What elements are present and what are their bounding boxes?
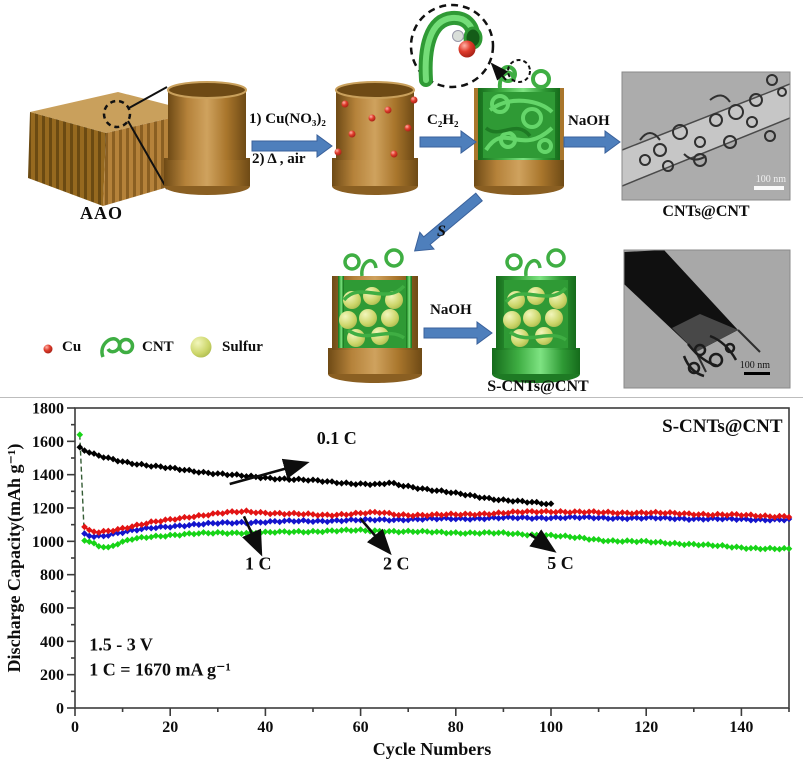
annotation-label-3: 5 C (547, 553, 574, 573)
arrow-naoh-top (563, 130, 621, 154)
aao-label: AAO (80, 203, 123, 223)
annotation-arrow-0 (229, 458, 310, 486)
series-markers-2 C (81, 513, 793, 541)
y-tick-label: 1600 (32, 434, 64, 451)
tem1-scalebar-text: 100 nm (756, 174, 787, 185)
legend-cu-label: Cu (62, 339, 82, 355)
x-axis-label: Cycle Numbers (373, 739, 491, 759)
x-tick-label: 40 (257, 719, 273, 736)
tem-image-s-cnts-cnt: 100 nm (624, 250, 790, 388)
magnify-line-bottom (127, 120, 168, 190)
annotation-arrow-1 (242, 515, 263, 557)
annotation-arrow-2 (359, 517, 392, 556)
annotation-arrow-3 (528, 529, 557, 553)
cu-decorated-cylinder (331, 81, 419, 196)
scheme-graphics: 100 nm (28, 3, 791, 389)
tem1-caption: CNTs@CNT (662, 203, 750, 220)
y-axis-label: Discharge Capacity(mAh g⁻¹) (4, 444, 25, 673)
x-tick-label: 20 (162, 719, 178, 736)
gray-particle (452, 30, 464, 42)
sulfur-sphere-icon (190, 336, 212, 358)
y-tick-label: 1800 (32, 401, 64, 418)
legend-symbols (43, 336, 212, 358)
c2h2-label: C₂H₂ (427, 112, 459, 128)
tem2-scalebar (744, 372, 770, 375)
legend-cnt-label: CNT (142, 339, 174, 355)
cu-catalyst-ball (458, 40, 476, 58)
cu-particles (334, 96, 418, 158)
y-tick-label: 1000 (32, 534, 64, 551)
naoh-top-label: NaOH (568, 113, 610, 129)
magnify-circle-on-cnt (507, 59, 531, 83)
sample-name-label: S-CNTs@CNT (662, 416, 783, 437)
y-tick-label: 0 (56, 701, 64, 718)
y-tick-label: 1200 (32, 501, 64, 518)
arrow-cu-impregnation (251, 134, 333, 158)
s-cnts-cnt-green-cylinder (492, 248, 580, 383)
cnt-over-sulfur-2 (504, 248, 568, 342)
sulfur-step-label: S (437, 223, 446, 240)
cu-dot-icon (43, 344, 53, 354)
magnify-line-top (128, 86, 168, 109)
cnt-tip-inset (409, 3, 495, 89)
cnt-squiggle-icon (100, 337, 135, 358)
step1-label-line1: 1) Cu(NO₃)₂ (249, 111, 326, 127)
inset-pointer-arrow (490, 62, 508, 81)
annotation-label-0: 0.1 C (317, 428, 357, 448)
x-tick-label: 140 (729, 719, 753, 736)
synthesis-scheme: 100 nm (28, 3, 791, 395)
y-tick-label: 600 (40, 601, 64, 618)
tem-image-cnts-cnt: 100 nm (622, 72, 790, 200)
step1-label-line2: 2) Δ , air (252, 151, 306, 167)
x-tick-label: 0 (71, 719, 79, 736)
series-5 C-drop (79, 434, 86, 541)
tem2-scalebar-text: 100 nm (740, 360, 771, 371)
magnify-circle-on-aao (102, 99, 132, 129)
x-tick-label: 80 (448, 719, 464, 736)
annotation-label-1: 1 C (245, 554, 272, 574)
series-markers-0.1 C (76, 443, 555, 508)
chart-canvas: 0 200 400 600 800 1000 1200 1400 1600 1800 0 20 40 60… (4, 401, 793, 759)
x-tick-label: 100 (539, 719, 563, 736)
y-tick-label: 800 (40, 567, 64, 584)
sulfur-filled-brown-cylinder (328, 248, 422, 383)
arrow-c2h2 (419, 130, 477, 154)
aao-pore-cylinder (164, 81, 250, 195)
x-tick-label: 120 (634, 719, 658, 736)
x-tick-label: 60 (353, 719, 369, 736)
tem1-scalebar (754, 186, 784, 190)
series-markers-1 C (81, 507, 793, 536)
annotation-label-2: 2 C (383, 554, 410, 574)
process-arrows (251, 130, 621, 345)
y-tick-label: 400 (40, 634, 64, 651)
note-1: 1 C = 1670 mA g⁻¹ (89, 660, 231, 680)
naoh-bottom-label: NaOH (430, 302, 472, 318)
legend-sulfur-label: Sulfur (222, 339, 263, 355)
cnt-tangle (484, 94, 554, 154)
cnt-grown-cylinder (474, 59, 564, 195)
arrow-sulfur-infusion (413, 192, 483, 252)
series-markers-5 C (76, 431, 793, 553)
product-label: S-CNTs@CNT (487, 378, 589, 395)
note-0: 1.5 - 3 V (89, 635, 153, 655)
cycling-performance-chart: 0 200 400 600 800 1000 1200 1400 1600 1800 0 20 40 60… (0, 397, 803, 768)
y-tick-label: 200 (40, 667, 64, 684)
cnt-over-sulfur (342, 248, 406, 340)
y-tick-label: 1400 (32, 467, 64, 484)
arrow-naoh-bottom (423, 321, 493, 345)
